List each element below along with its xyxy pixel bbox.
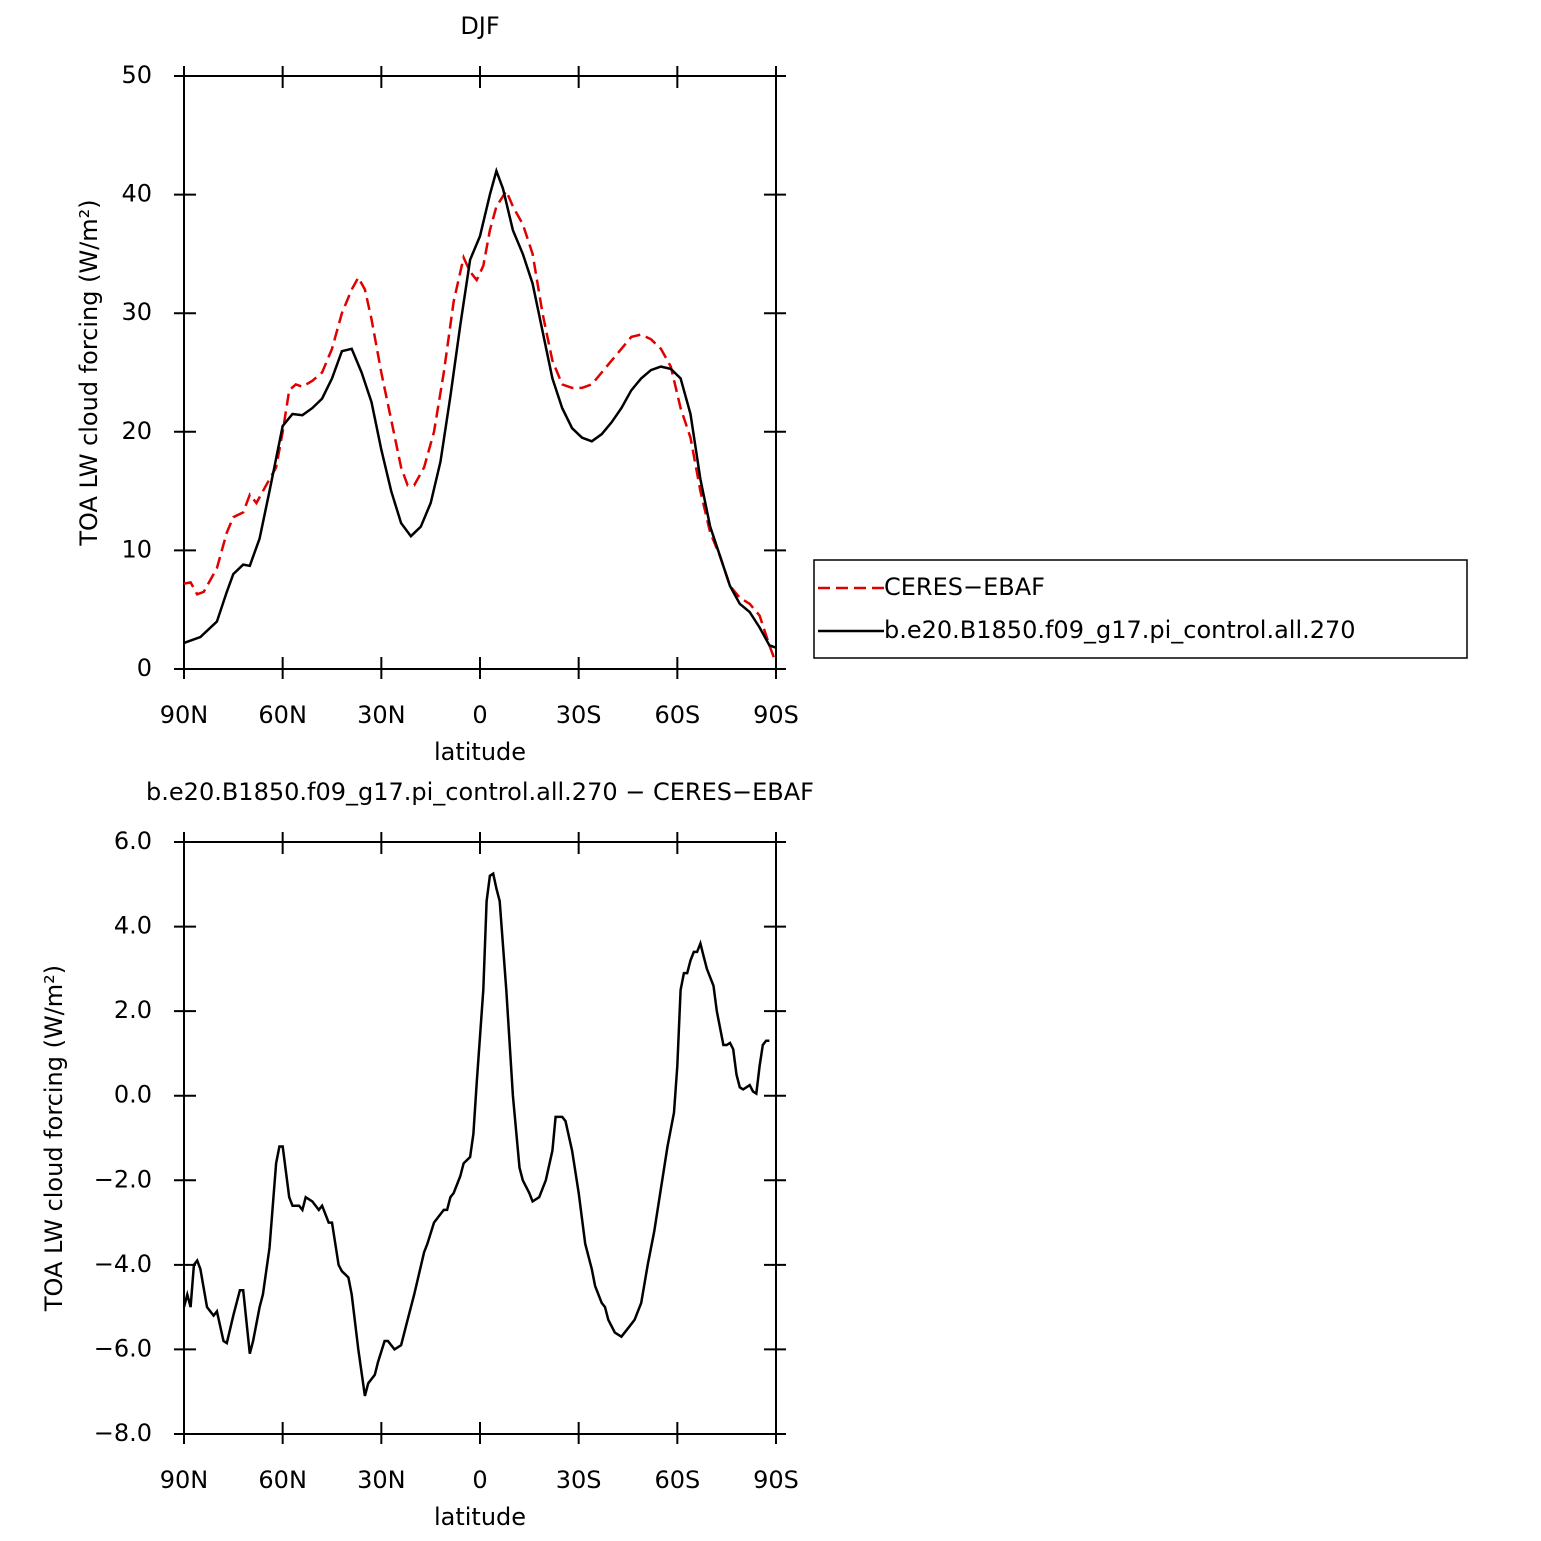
y-tick-label: −6.0	[94, 1334, 152, 1362]
y-tick-label: 0	[137, 654, 152, 682]
x-tick-label: 30S	[556, 701, 602, 729]
x-axis-label: latitude	[434, 1503, 526, 1531]
x-tick-label: 90N	[160, 1466, 209, 1494]
x-tick-label: 60N	[258, 1466, 307, 1494]
x-axis-label: latitude	[434, 738, 526, 766]
x-tick-label: 0	[472, 701, 487, 729]
y-tick-label: 0.0	[114, 1081, 152, 1109]
y-axis-label: TOA LW cloud forcing (W/m²)	[75, 199, 103, 546]
y-axis-label: TOA LW cloud forcing (W/m²)	[40, 965, 68, 1312]
y-tick-label: 50	[121, 61, 152, 89]
plot-frame	[183, 75, 777, 670]
x-tick-label: 30S	[556, 1466, 602, 1494]
x-tick-label: 30N	[357, 701, 406, 729]
data-line	[183, 166, 777, 649]
x-tick-label: 60N	[258, 701, 307, 729]
y-tick-label: 40	[121, 180, 152, 208]
y-tick-label: −2.0	[94, 1165, 152, 1193]
y-tick-label: 4.0	[114, 912, 152, 940]
x-tick-label: 90S	[753, 1466, 799, 1494]
x-tick-label: 90S	[753, 701, 799, 729]
y-tick-label: 6.0	[114, 827, 152, 855]
plot-frame	[183, 841, 777, 1435]
y-tick-label: 30	[121, 298, 152, 326]
y-tick-label: −4.0	[94, 1250, 152, 1278]
y-tick-label: −8.0	[94, 1419, 152, 1447]
x-tick-label: 60S	[654, 701, 700, 729]
data-line	[183, 188, 778, 664]
legend-label: CERES−EBAF	[884, 573, 1045, 601]
x-tick-label: 60S	[654, 1466, 700, 1494]
x-tick-label: 0	[472, 1466, 487, 1494]
y-tick-label: 10	[121, 535, 152, 563]
chart-title: DJF	[460, 12, 499, 40]
chart-title: b.e20.B1850.f09_g17.pi_control.all.270 −…	[146, 778, 814, 806]
y-tick-label: 2.0	[114, 996, 152, 1024]
x-tick-label: 90N	[160, 701, 209, 729]
data-line	[182, 871, 770, 1397]
y-tick-label: 20	[121, 417, 152, 445]
x-tick-label: 30N	[357, 1466, 406, 1494]
legend-label: b.e20.B1850.f09_g17.pi_control.all.270	[884, 616, 1356, 644]
legend-box	[813, 559, 1468, 659]
